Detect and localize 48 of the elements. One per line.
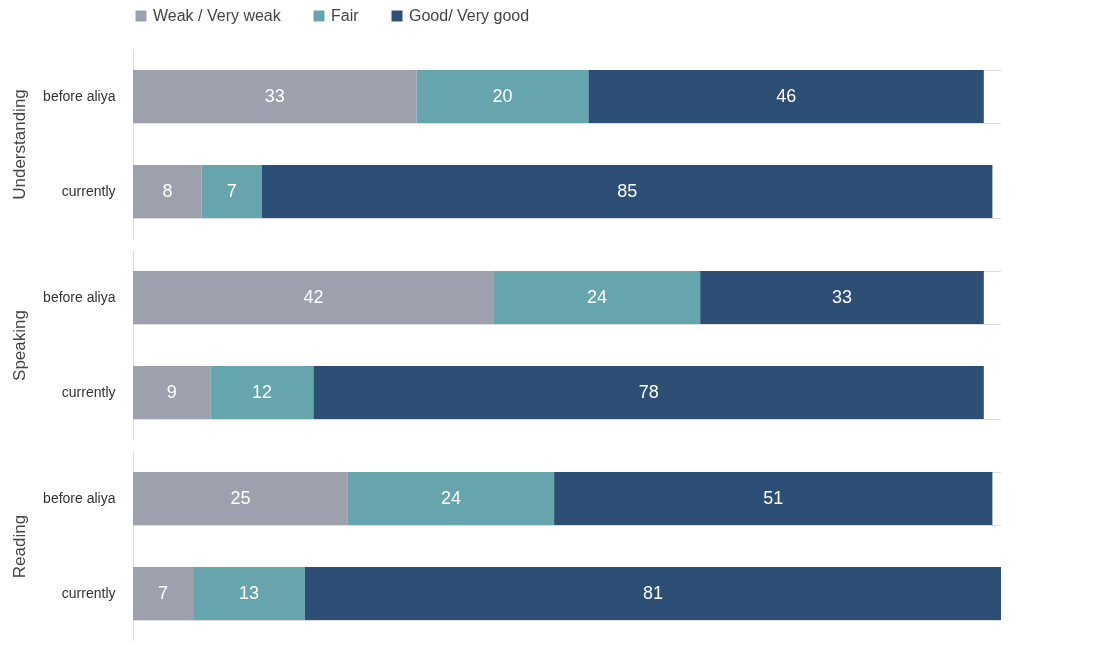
data-label: 46 [776, 85, 797, 106]
y-tick-label: currently [61, 585, 116, 601]
data-label: 81 [642, 582, 663, 603]
y-axis-title: Understanding [10, 89, 30, 200]
bar [133, 365, 211, 420]
data-label: 25 [230, 487, 251, 508]
bar [313, 365, 984, 420]
y-axis-title: Reading [10, 514, 30, 579]
data-label: 7 [158, 582, 169, 603]
data-label: 8 [162, 180, 173, 201]
data-label: 33 [831, 286, 853, 307]
legend-label: Weak / Very weak [153, 7, 282, 24]
bar [133, 471, 348, 526]
data-label: 9 [166, 381, 177, 402]
data-label: 42 [303, 286, 324, 307]
data-label: 51 [763, 487, 784, 508]
bar [416, 69, 589, 124]
bar [493, 270, 701, 325]
data-label: 7 [226, 180, 237, 201]
data-label: 78 [638, 381, 659, 402]
bar [347, 471, 555, 526]
data-label: 12 [251, 381, 272, 402]
y-tick-label: before aliya [43, 289, 116, 305]
bar [700, 270, 984, 325]
data-label: 85 [617, 180, 638, 201]
data-label: 20 [492, 85, 513, 106]
y-tick-label: before aliya [43, 490, 116, 506]
bar [133, 164, 202, 219]
bar [304, 566, 1001, 621]
data-label: 24 [440, 487, 461, 508]
data-label: 24 [587, 286, 608, 307]
bar [554, 471, 993, 526]
bar [261, 164, 993, 219]
y-tick-label: before aliya [43, 88, 116, 104]
bar [133, 69, 417, 124]
bar [588, 69, 984, 124]
bar [210, 365, 314, 420]
bar [201, 164, 262, 219]
legend-label: Fair [331, 7, 360, 24]
y-tick-label: currently [61, 183, 116, 199]
data-label: 13 [239, 582, 260, 603]
bar [133, 270, 494, 325]
y-tick-label: currently [61, 384, 116, 400]
bar [133, 566, 194, 621]
bar [193, 566, 305, 621]
y-axis-title: Speaking [10, 310, 30, 381]
legend-label: Good/ Very good [409, 7, 530, 24]
data-label: 33 [264, 85, 285, 106]
